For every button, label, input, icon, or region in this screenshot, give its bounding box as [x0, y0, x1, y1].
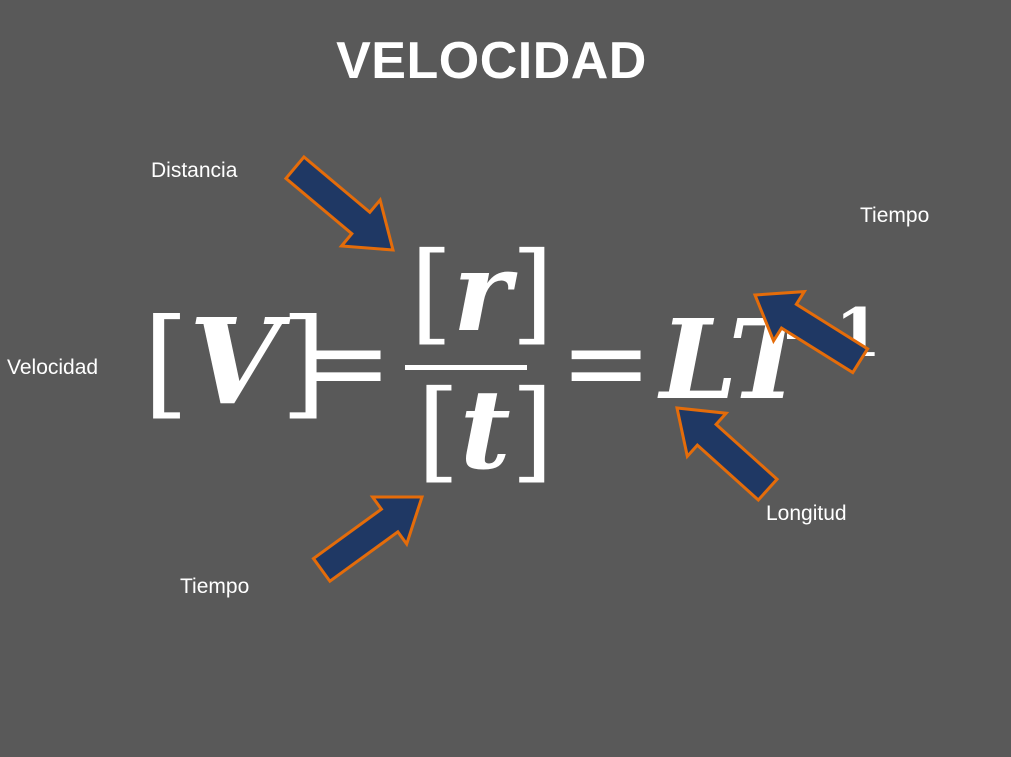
- label-velocidad: Velocidad: [7, 356, 99, 379]
- label-longitud: Longitud: [766, 502, 847, 525]
- numerator-variable-r: r: [452, 227, 511, 356]
- equals-sign-2: =: [560, 298, 653, 426]
- fraction-numerator: [r]: [410, 237, 554, 348]
- arrow-to-time-exponent: [752, 289, 870, 375]
- arrow-to-numerator: [283, 154, 395, 252]
- label-distancia: Distancia: [151, 159, 238, 182]
- equals-sign-1: =: [300, 298, 393, 426]
- lhs-variable-v: V: [189, 292, 281, 431]
- numerator-open-bracket: [: [410, 228, 453, 356]
- arrow-to-denominator: [311, 495, 425, 584]
- fraction-bar: [405, 365, 527, 370]
- label-tiempo-top: Tiempo: [860, 204, 930, 227]
- denominator-variable-t: t: [459, 365, 511, 494]
- page-title: VELOCIDAD: [336, 32, 647, 90]
- lhs-close-bracket: ]: [280, 293, 327, 431]
- label-tiempo-bottom: Tiempo: [180, 575, 250, 598]
- arrow-to-length: [675, 406, 780, 503]
- denominator-open-bracket: [: [417, 366, 460, 494]
- denominator-close-bracket: ]: [510, 366, 554, 494]
- lhs-open-bracket: [: [143, 293, 190, 431]
- numerator-close-bracket: ]: [510, 228, 554, 356]
- equation-lhs: [V]: [143, 303, 327, 422]
- fraction-denominator: [t]: [417, 375, 554, 486]
